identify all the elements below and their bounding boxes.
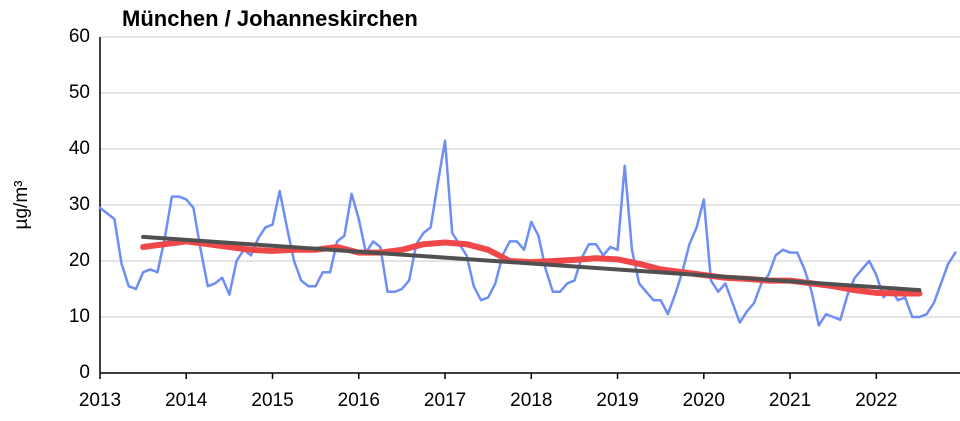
y-tick-label: 40 <box>69 138 90 159</box>
chart-title: München / Johanneskirchen <box>122 6 418 31</box>
x-tick-label: 2022 <box>855 390 897 411</box>
y-tick-label: 30 <box>69 194 90 215</box>
x-tick-label: 2015 <box>251 390 293 411</box>
line-series <box>141 234 922 293</box>
line-series <box>98 139 957 327</box>
y-tick-label: 50 <box>69 82 90 103</box>
y-tick-label: 20 <box>69 250 90 271</box>
x-tick-label: 2019 <box>596 390 638 411</box>
y-tick-label: 0 <box>79 362 90 383</box>
x-tick-label: 2016 <box>338 390 380 411</box>
x-tick-label: 2018 <box>510 390 552 411</box>
y-axis-label: µg/m³ <box>11 181 32 230</box>
y-tick-label: 10 <box>69 306 90 327</box>
y-tick-label: 60 <box>69 26 90 47</box>
x-tick-label: 2020 <box>683 390 725 411</box>
x-tick-label: 2017 <box>424 390 466 411</box>
x-tick-label: 2021 <box>769 390 811 411</box>
x-tick-label: 2014 <box>165 390 208 411</box>
x-tick-label: 2013 <box>79 390 121 411</box>
